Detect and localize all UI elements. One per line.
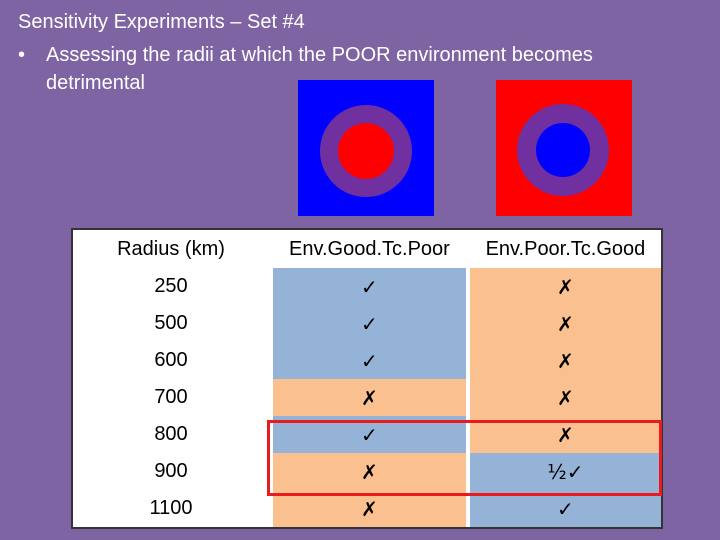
- table-header-row: Radius (km) Env.Good.Tc.Poor Env.Poor.Tc…: [73, 230, 661, 268]
- header-env-poor-tc-good: Env.Poor.Tc.Good: [465, 230, 661, 268]
- radius-cell: 700: [73, 379, 271, 416]
- table-row: 600 ✓ ✗: [73, 342, 661, 379]
- poor-env-good-tc-cell: ✗: [465, 342, 661, 379]
- table-row: 900 ✗ ½✓: [73, 453, 661, 490]
- table-row: 800 ✓ ✗: [73, 416, 661, 453]
- radius-cell: 600: [73, 342, 271, 379]
- table-row: 250 ✓ ✗: [73, 268, 661, 305]
- radius-cell: 800: [73, 416, 271, 453]
- poor-env-good-tc-cell: ½✓: [465, 453, 661, 490]
- radius-cell: 1100: [73, 490, 271, 527]
- figure-center: [338, 123, 394, 179]
- bullet-point: • Assessing the radii at which the POOR …: [18, 41, 678, 97]
- good-env-poor-tc-cell: ✗: [269, 490, 468, 527]
- radius-cell: 900: [73, 453, 271, 490]
- slide-title: Sensitivity Experiments – Set #4: [18, 11, 305, 33]
- poor-env-good-tc-cell: ✓: [465, 490, 661, 527]
- good-env-poor-tc-cell: ✓: [269, 305, 468, 342]
- bullet-text: Assessing the radii at which the POOR en…: [46, 44, 593, 94]
- poor-env-good-tc-cell: ✗: [465, 416, 661, 453]
- poor-env-good-tc-cell: ✗: [465, 268, 661, 305]
- sensitivity-table: Radius (km) Env.Good.Tc.Poor Env.Poor.Tc…: [71, 228, 663, 529]
- figure-center: [536, 123, 590, 177]
- table-row: 1100 ✗ ✓: [73, 490, 661, 527]
- good-env-poor-tc-cell: ✓: [269, 342, 468, 379]
- good-env-poor-tc-cell: ✗: [269, 453, 468, 490]
- header-env-good-tc-poor: Env.Good.Tc.Poor: [269, 230, 468, 268]
- figure-good-env-poor-tc-graphic: [298, 80, 434, 216]
- good-env-poor-tc-cell: ✓: [269, 416, 468, 453]
- figure-good-env-poor-tc: [298, 80, 434, 216]
- poor-env-good-tc-cell: ✗: [465, 379, 661, 416]
- figure-poor-env-good-tc-graphic: [496, 80, 632, 216]
- header-radius: Radius (km): [73, 230, 271, 268]
- good-env-poor-tc-cell: ✓: [269, 268, 468, 305]
- table-row: 500 ✓ ✗: [73, 305, 661, 342]
- poor-env-good-tc-cell: ✗: [465, 305, 661, 342]
- radius-cell: 500: [73, 305, 271, 342]
- good-env-poor-tc-cell: ✗: [269, 379, 468, 416]
- figure-poor-env-good-tc: [496, 80, 632, 216]
- table-row: 700 ✗ ✗: [73, 379, 661, 416]
- radius-cell: 250: [73, 268, 271, 305]
- bullet-mark: •: [18, 44, 26, 66]
